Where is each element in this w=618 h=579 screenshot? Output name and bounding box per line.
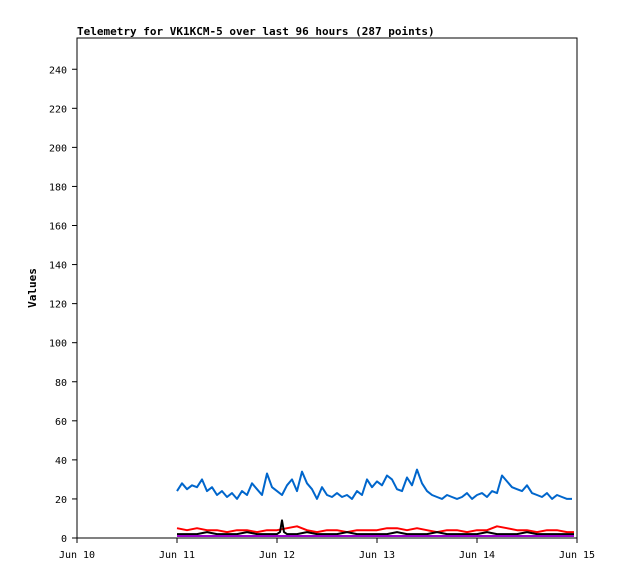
y-tick-label: 80 xyxy=(55,378,67,389)
chart-title: Telemetry for VK1KCM-5 over last 96 hour… xyxy=(77,25,435,38)
series-layer xyxy=(176,468,574,537)
y-tick-label: 40 xyxy=(55,456,67,467)
y-tick-label: 220 xyxy=(49,104,67,115)
y-tick-label: 140 xyxy=(49,261,67,272)
y-tick-label: 240 xyxy=(49,65,67,76)
x-tick-label: Jun 10 xyxy=(59,550,95,561)
y-tick-label: 200 xyxy=(49,143,67,154)
series-line-1 xyxy=(176,525,574,534)
x-tick-label: Jun 11 xyxy=(159,550,195,561)
y-tick-label: 100 xyxy=(49,339,67,350)
y-axis-label: Values xyxy=(26,268,39,308)
series-line-0 xyxy=(176,468,572,500)
y-tick-label: 160 xyxy=(49,222,67,233)
x-tick-label: Jun 13 xyxy=(359,550,395,561)
x-tick-label: Jun 14 xyxy=(459,550,495,561)
x-axis: Jun 10 Jun 11 Jun 12 Jun 13 Jun 14 Jun 15 xyxy=(59,538,595,561)
series-line-2 xyxy=(177,519,574,536)
y-tick-label: 20 xyxy=(55,495,67,506)
plot-area xyxy=(76,37,578,539)
x-tick-label: Jun 15 xyxy=(559,550,595,561)
x-tick-label: Jun 12 xyxy=(259,550,295,561)
y-tick-label: 120 xyxy=(49,300,67,311)
y-axis: 0 20 40 60 80 100 120 140 160 180 200 220 240 xyxy=(49,65,77,545)
y-tick-label: 0 xyxy=(61,534,67,545)
y-tick-label: 180 xyxy=(49,182,67,193)
y-tick-label: 60 xyxy=(55,417,67,428)
